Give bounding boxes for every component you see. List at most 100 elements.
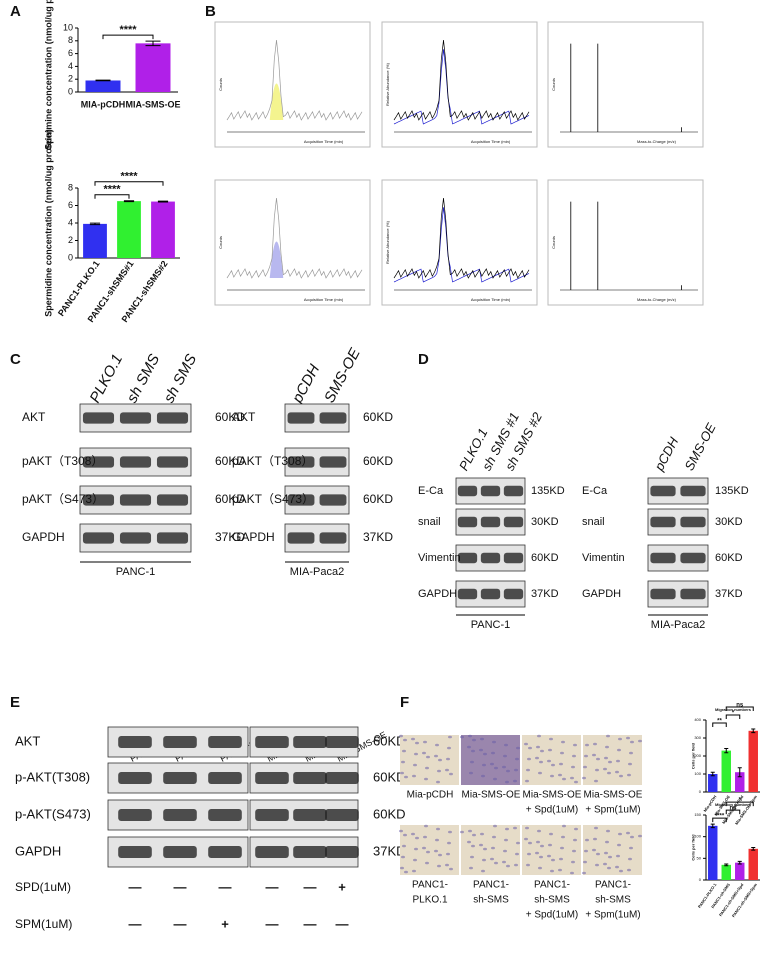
row-label: p-AKT(T308): [15, 769, 90, 784]
ms-peak-fill: [269, 83, 284, 120]
cell-dot: [570, 871, 574, 875]
significance-label: ****: [119, 24, 137, 36]
blot-band: [119, 412, 152, 424]
bar: [748, 730, 758, 792]
cell-dot: [481, 869, 485, 873]
cell-dot: [585, 743, 589, 747]
cell-dot: [514, 768, 518, 772]
row-label: snail: [418, 516, 441, 528]
cell-dot: [549, 737, 553, 741]
cell-dot: [527, 757, 531, 761]
row-label: AKT: [15, 733, 40, 748]
row-label: Vimentin: [418, 552, 461, 564]
error-bar: [710, 771, 715, 777]
cell-dot: [535, 851, 539, 855]
micrograph-caption: Mia-pCDH: [407, 790, 454, 801]
y-tick-label: 0: [699, 789, 702, 794]
cell-dot: [402, 844, 406, 848]
cell-dot: [412, 869, 416, 873]
cell-dot: [493, 824, 497, 828]
cell-dot: [470, 760, 474, 764]
cell-dot: [483, 847, 487, 851]
cell-dot: [424, 824, 428, 828]
bar: [83, 223, 107, 258]
cell-dot: [536, 745, 540, 749]
cell-dot: [425, 766, 429, 770]
cell-dot: [547, 854, 551, 858]
bar: [151, 201, 175, 258]
significance-bracket: [94, 181, 164, 186]
cell-dot: [446, 852, 450, 856]
cell-dot: [572, 754, 576, 758]
cell-dot: [528, 746, 532, 750]
micrograph-caption: sh-SMS: [473, 895, 509, 906]
treatment-mark: —: [174, 879, 187, 894]
cell-dot: [537, 734, 541, 738]
row-label: pAKT（S473）: [232, 492, 314, 506]
significance-label: ****: [715, 813, 725, 819]
cell-dot: [514, 863, 518, 867]
panel-label: D: [418, 351, 429, 368]
error-bar: [145, 40, 161, 47]
cell-dot: [526, 863, 530, 867]
blot-band: [82, 412, 115, 424]
cell-dot: [436, 780, 440, 784]
row-label: snail: [582, 516, 605, 528]
y-tick-label: 400: [694, 717, 701, 722]
cell-dot: [479, 748, 483, 752]
treatment-mark: —: [336, 916, 349, 931]
cell-dot: [608, 760, 612, 764]
cell-dot: [448, 735, 452, 739]
cell-dot: [413, 763, 417, 767]
y-tick-label: 200: [694, 753, 701, 758]
cell-dot: [426, 850, 430, 854]
micrograph-caption: + Spd(1uM): [526, 805, 579, 816]
micrograph: [522, 825, 581, 875]
micrograph-caption: Mia-SMS-OE: [462, 790, 521, 801]
cell-dot: [472, 738, 476, 742]
cell-dot: [582, 776, 586, 780]
blot-band: [163, 846, 197, 858]
y-tick-label: 100: [694, 771, 701, 776]
y-tick-label: 100: [694, 834, 701, 839]
error-bar: [95, 79, 111, 82]
treatment-mark: —: [219, 879, 232, 894]
cell-dot: [491, 846, 495, 850]
micrograph-caption: sh-SMS: [534, 895, 570, 906]
blot-band: [325, 772, 359, 784]
y-tick-label: 50: [697, 855, 702, 860]
bar: [721, 750, 731, 792]
blot-band: [650, 552, 676, 564]
micrograph: [461, 735, 520, 785]
blot-band: [255, 846, 289, 858]
kd-label: 60KD: [363, 492, 393, 506]
significance-bracket: [725, 801, 754, 807]
y-axis-label: Cells per field: [690, 834, 695, 861]
x-tick-label: MIA-SMS-OE: [126, 99, 181, 109]
cell-dot: [627, 868, 631, 872]
kd-label: 60KD: [373, 769, 406, 784]
ms-frame: [214, 179, 371, 306]
cell-dot: [558, 868, 562, 872]
lane-label: sh SMS: [161, 351, 201, 405]
row-label: p-AKT(S473): [15, 806, 91, 821]
treatment-label: SPM(1uM): [15, 917, 72, 931]
ms-x-label: Mass-to-Charge (m/z): [637, 139, 677, 144]
cell-dot: [603, 862, 607, 866]
cell-dot: [516, 746, 520, 750]
cell-dot: [516, 841, 520, 845]
cell-dot: [506, 864, 510, 868]
cell-dot: [618, 737, 622, 741]
blot-band: [503, 485, 524, 497]
cell-dot: [617, 843, 621, 847]
cell-dot: [538, 771, 542, 775]
ms-trace: [393, 39, 530, 121]
cell-dot: [471, 844, 475, 848]
kd-label: 37KD: [215, 530, 245, 544]
cell-dot: [460, 735, 464, 739]
cell-dot: [619, 869, 623, 873]
row-label: Vimentin: [582, 552, 625, 564]
micrograph-caption: PLKO.1: [412, 895, 447, 906]
cell-dot: [415, 741, 419, 745]
